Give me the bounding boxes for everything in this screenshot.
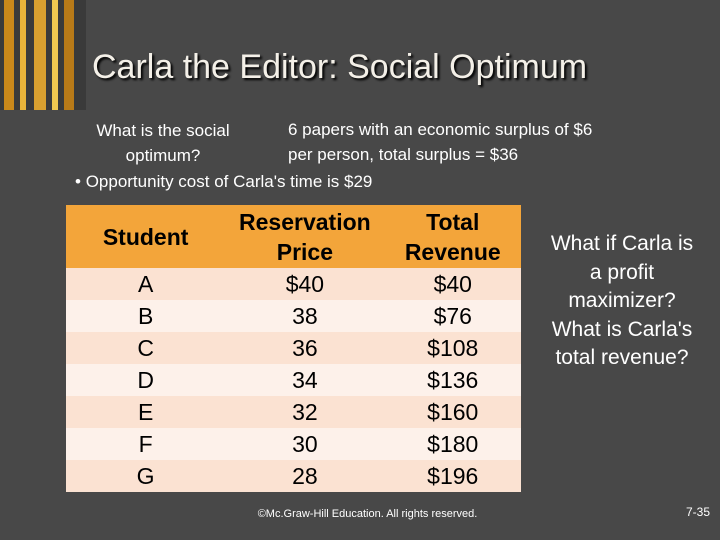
table-row: B 38 $76	[66, 300, 521, 332]
footer: ©Mc.Graw-Hill Education. All rights rese…	[257, 508, 478, 520]
table-cell: E	[66, 396, 226, 428]
table-row: C 36 $108	[66, 332, 521, 364]
table-cell: A	[66, 268, 226, 300]
table-cell: 28	[225, 460, 385, 492]
table-body: A $40 $40 B 38 $76 C 36 $108 D 34 $136 E 32 $160 F 30 $18…	[66, 268, 521, 492]
table-row: A $40 $40	[66, 268, 521, 300]
table-cell: 36	[225, 332, 385, 364]
table-cell: $40	[225, 268, 385, 300]
answer: 6 papers with an economic surplus of $6 …	[288, 120, 593, 164]
table-cell: 34	[225, 364, 385, 396]
title: Carla the Editor: Social Optimum	[92, 48, 588, 86]
table-cell: G	[66, 460, 226, 492]
table-cell: $196	[384, 460, 521, 492]
decoration	[0, 0, 86, 110]
header-cell: Total Revenue	[384, 205, 521, 268]
table-cell: D	[66, 364, 226, 396]
table-row: D 34 $136	[66, 364, 521, 396]
table-cell: $160	[384, 396, 521, 428]
table-cell: $136	[384, 364, 521, 396]
header-cell: Reservation Price	[225, 205, 385, 268]
table-cell: 30	[225, 428, 385, 460]
table-row: E 32 $160	[66, 396, 521, 428]
table-cell: F	[66, 428, 226, 460]
table-cell: 38	[225, 300, 385, 332]
table-row: G 28 $196	[66, 460, 521, 492]
table-cell: $108	[384, 332, 521, 364]
header-row: Student Reservation Price Total Revenue	[66, 205, 521, 268]
table: Student Reservation Price Total Revenue A $…	[66, 205, 521, 492]
table-cell: C	[66, 332, 226, 364]
header-cell: Student	[66, 205, 226, 268]
table-cell: $40	[384, 268, 521, 300]
side-question: What if Carla is a profit maximizer? Wha…	[550, 232, 694, 369]
table-cell: 32	[225, 396, 385, 428]
table-cell: B	[66, 300, 226, 332]
table-cell: $76	[384, 300, 521, 332]
bullet-text: Opportunity cost of Carla's time is $29	[85, 172, 373, 191]
bullet: • Opportunity cost of Carla's time is $2…	[75, 172, 373, 191]
question: What is the social optimum?	[96, 121, 230, 165]
page-number: 7-35	[686, 505, 711, 519]
table-cell: $180	[384, 428, 521, 460]
table-row: F 30 $180	[66, 428, 521, 460]
